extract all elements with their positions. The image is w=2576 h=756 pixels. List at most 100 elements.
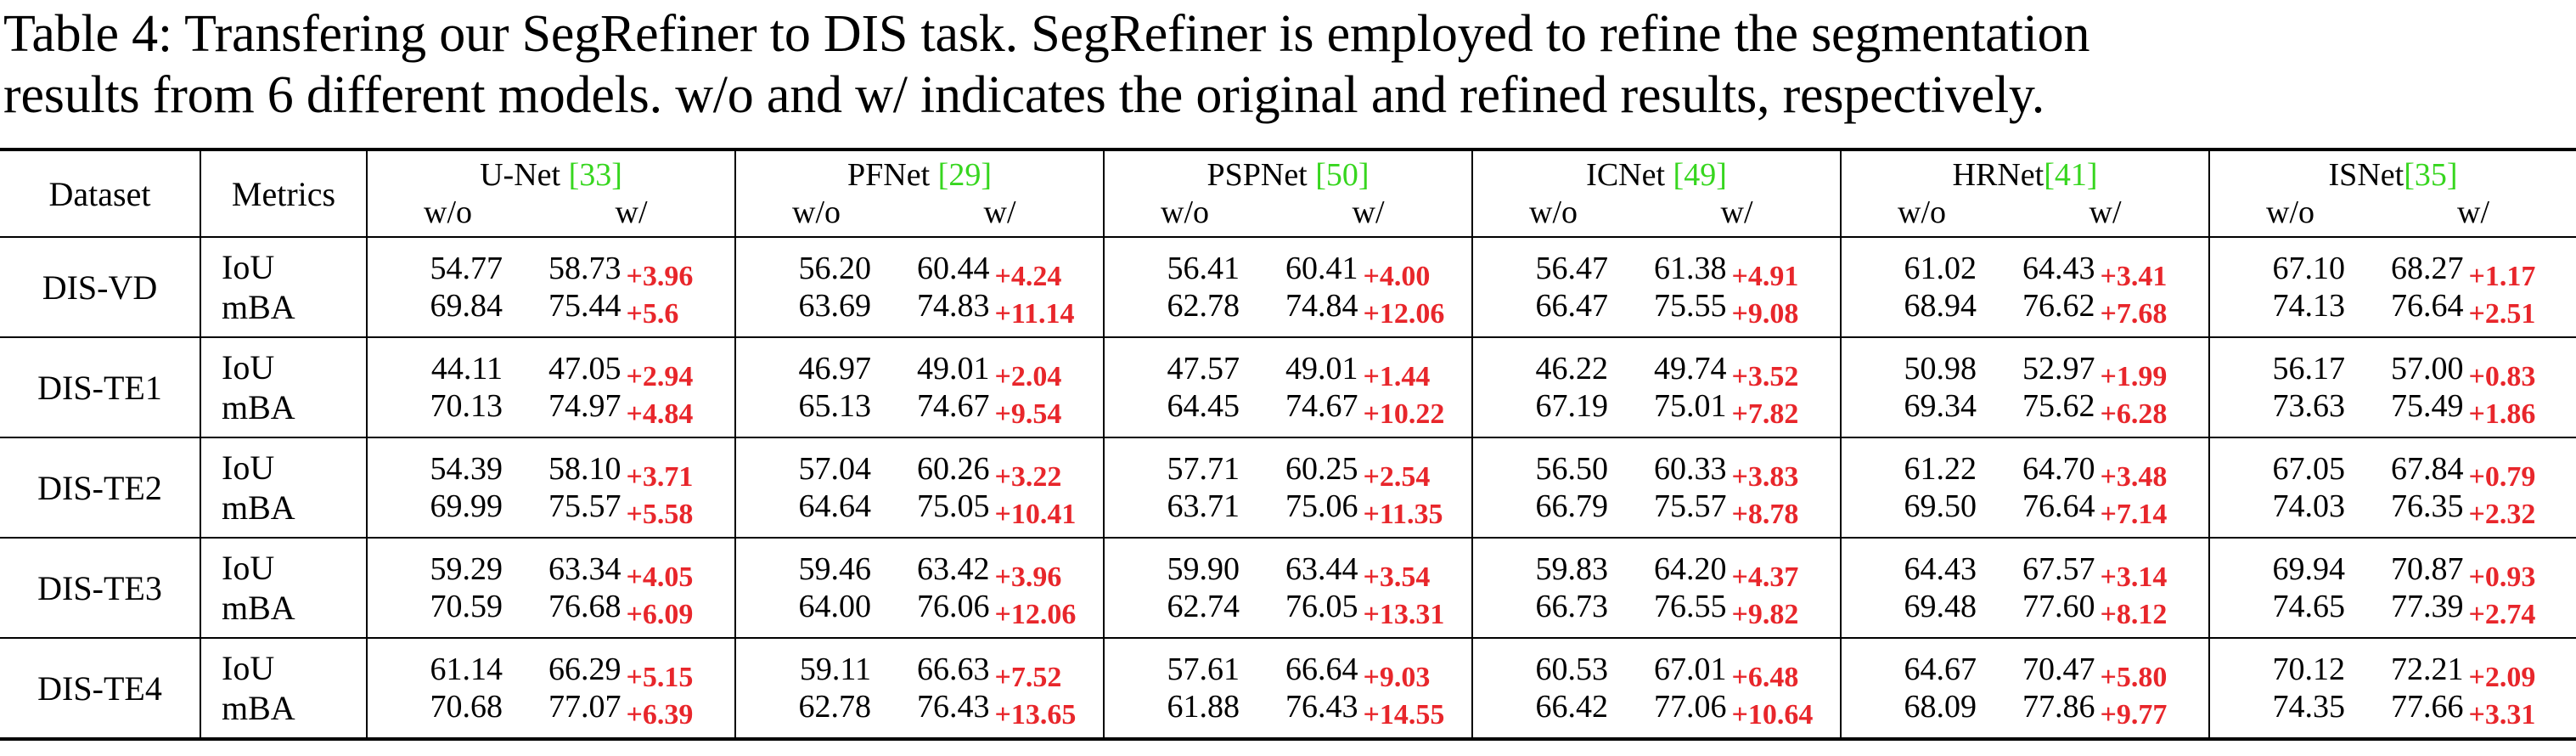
refined-value: 74.83 bbox=[917, 288, 990, 324]
caption-line-1: Table 4: Transfering our SegRefiner to D… bbox=[3, 5, 2090, 63]
original-value-cell: 60.53 bbox=[1471, 638, 1634, 688]
refined-value-cell: 76.64 +2.51 bbox=[2371, 287, 2576, 337]
refined-value-cell: 75.06 +11.35 bbox=[1265, 488, 1472, 538]
original-value-cell: 56.50 bbox=[1471, 437, 1634, 488]
refined-value-cell: 76.35 +2.32 bbox=[2371, 488, 2576, 538]
original-value-cell: 67.10 bbox=[2208, 237, 2371, 287]
original-value-cell: 64.45 bbox=[1103, 387, 1266, 437]
improvement-delta: +3.96 bbox=[994, 561, 1062, 593]
original-value-cell: 54.39 bbox=[366, 437, 528, 488]
refined-value: 64.20 bbox=[1654, 551, 1727, 587]
refined-value-cell: 64.43 +3.41 bbox=[2002, 237, 2209, 292]
model-header: HRNet[41] bbox=[1840, 150, 2210, 194]
improvement-delta: +2.32 bbox=[2468, 499, 2536, 530]
improvement-delta: +3.14 bbox=[2100, 561, 2168, 593]
original-value-cell: 64.67 bbox=[1840, 638, 2003, 688]
wo-column-header: w/o bbox=[2208, 194, 2371, 237]
metric-cell: IoU bbox=[200, 638, 367, 688]
citation-link[interactable]: [35] bbox=[2404, 157, 2458, 193]
refined-value-cell: 49.74 +3.52 bbox=[1634, 337, 1841, 392]
improvement-delta: +3.96 bbox=[626, 261, 694, 292]
metric-cell: mBA bbox=[200, 287, 367, 337]
original-value-cell: 70.13 bbox=[366, 387, 528, 437]
original-value-cell: 56.20 bbox=[734, 237, 897, 287]
table-row: mBA 70.13 74.97 +4.84 65.13 74.67 +9.54 64.45 74… bbox=[0, 387, 2576, 437]
model-name: U-Net bbox=[480, 157, 569, 193]
improvement-delta: +3.48 bbox=[2100, 461, 2168, 493]
improvement-delta: +3.22 bbox=[994, 461, 1062, 493]
original-value-cell: 64.64 bbox=[734, 488, 897, 538]
refined-value: 75.57 bbox=[1654, 488, 1727, 524]
citation-link[interactable]: [49] bbox=[1673, 157, 1727, 193]
refined-value: 66.63 bbox=[917, 652, 990, 687]
metric-cell: IoU bbox=[200, 437, 367, 488]
citation-link[interactable]: [33] bbox=[568, 157, 622, 193]
improvement-delta: +1.17 bbox=[2468, 261, 2536, 292]
refined-value: 76.43 bbox=[1285, 689, 1358, 725]
improvement-delta: +2.09 bbox=[2468, 662, 2536, 693]
original-value-cell: 67.19 bbox=[1471, 387, 1634, 437]
original-value-cell: 61.14 bbox=[366, 638, 528, 688]
refined-value-cell: 77.06 +10.64 bbox=[1634, 688, 1841, 739]
original-value-cell: 69.84 bbox=[366, 287, 528, 337]
original-value-cell: 59.83 bbox=[1471, 538, 1634, 588]
refined-value-cell: 49.01 +2.04 bbox=[897, 337, 1104, 392]
improvement-delta: +12.06 bbox=[994, 599, 1077, 630]
metric-cell: mBA bbox=[200, 387, 367, 437]
improvement-delta: +9.08 bbox=[1731, 298, 1799, 330]
refined-value-cell: 77.66 +3.31 bbox=[2371, 688, 2576, 739]
improvement-delta: +1.86 bbox=[2468, 398, 2536, 430]
original-value-cell: 69.94 bbox=[2208, 538, 2371, 588]
original-value-cell: 54.77 bbox=[366, 237, 528, 287]
refined-value: 68.27 bbox=[2391, 251, 2464, 286]
original-value-cell: 46.22 bbox=[1471, 337, 1634, 387]
wo-column-header: w/o bbox=[366, 194, 528, 237]
citation-link[interactable]: [29] bbox=[937, 157, 992, 193]
citation-link[interactable]: [41] bbox=[2044, 157, 2098, 193]
header-row-variants: w/o w/w/o w/w/o w/w/o w/w/o w/w/o w/ bbox=[0, 194, 2576, 237]
refined-value-cell: 60.26 +3.22 bbox=[897, 437, 1104, 493]
refined-value-cell: 58.10 +3.71 bbox=[528, 437, 735, 493]
refined-value: 64.43 bbox=[2022, 251, 2095, 286]
refined-value: 47.05 bbox=[548, 351, 622, 386]
improvement-delta: +5.80 bbox=[2100, 662, 2168, 693]
refined-value: 66.64 bbox=[1285, 652, 1358, 687]
original-value-cell: 57.71 bbox=[1103, 437, 1266, 488]
dataset-column-header: Dataset bbox=[48, 174, 151, 213]
original-value-cell: 67.05 bbox=[2208, 437, 2371, 488]
improvement-delta: +6.39 bbox=[626, 699, 694, 731]
improvement-delta: +10.22 bbox=[1363, 398, 1445, 430]
improvement-delta: +0.93 bbox=[2468, 561, 2536, 593]
refined-value-cell: 52.97 +1.99 bbox=[2002, 337, 2209, 392]
w-column-header: w/ bbox=[983, 195, 1016, 230]
citation-link[interactable]: [50] bbox=[1315, 157, 1370, 193]
original-value-cell: 69.99 bbox=[366, 488, 528, 538]
model-header: ISNet[35] bbox=[2208, 150, 2576, 194]
improvement-delta: +7.82 bbox=[1731, 398, 1799, 430]
refined-value: 70.87 bbox=[2391, 551, 2464, 587]
table-row: DIS-TE4 IoU 61.14 66.29 +5.15 59.11 66.63 +7.52… bbox=[0, 638, 2576, 708]
original-value-cell: 64.43 bbox=[1840, 538, 2003, 588]
refined-value-cell: 72.21 +2.09 bbox=[2371, 638, 2576, 693]
refined-value-cell: 66.63 +7.52 bbox=[897, 638, 1104, 693]
improvement-delta: +9.54 bbox=[994, 398, 1062, 430]
metric-cell: mBA bbox=[200, 688, 367, 739]
model-header: U-Net [33] bbox=[366, 150, 735, 194]
refined-value: 76.55 bbox=[1654, 589, 1727, 624]
refined-value: 76.06 bbox=[917, 589, 990, 624]
original-value-cell: 69.34 bbox=[1840, 387, 2003, 437]
metric-cell: mBA bbox=[200, 588, 367, 638]
refined-value-cell: 76.55 +9.82 bbox=[1634, 588, 1841, 638]
refined-value-cell: 74.67 +9.54 bbox=[897, 387, 1104, 437]
refined-value: 77.86 bbox=[2022, 689, 2095, 725]
refined-value-cell: 60.44 +4.24 bbox=[897, 237, 1104, 292]
refined-value-cell: 76.64 +7.14 bbox=[2002, 488, 2209, 538]
refined-value-cell: 75.44 +5.6 bbox=[528, 287, 735, 337]
refined-value-cell: 75.05 +10.41 bbox=[897, 488, 1104, 538]
refined-value: 74.67 bbox=[917, 388, 990, 424]
improvement-delta: +3.31 bbox=[2468, 699, 2536, 731]
improvement-delta: +7.68 bbox=[2100, 298, 2168, 330]
refined-value: 60.25 bbox=[1285, 451, 1358, 487]
original-value-cell: 66.79 bbox=[1471, 488, 1634, 538]
